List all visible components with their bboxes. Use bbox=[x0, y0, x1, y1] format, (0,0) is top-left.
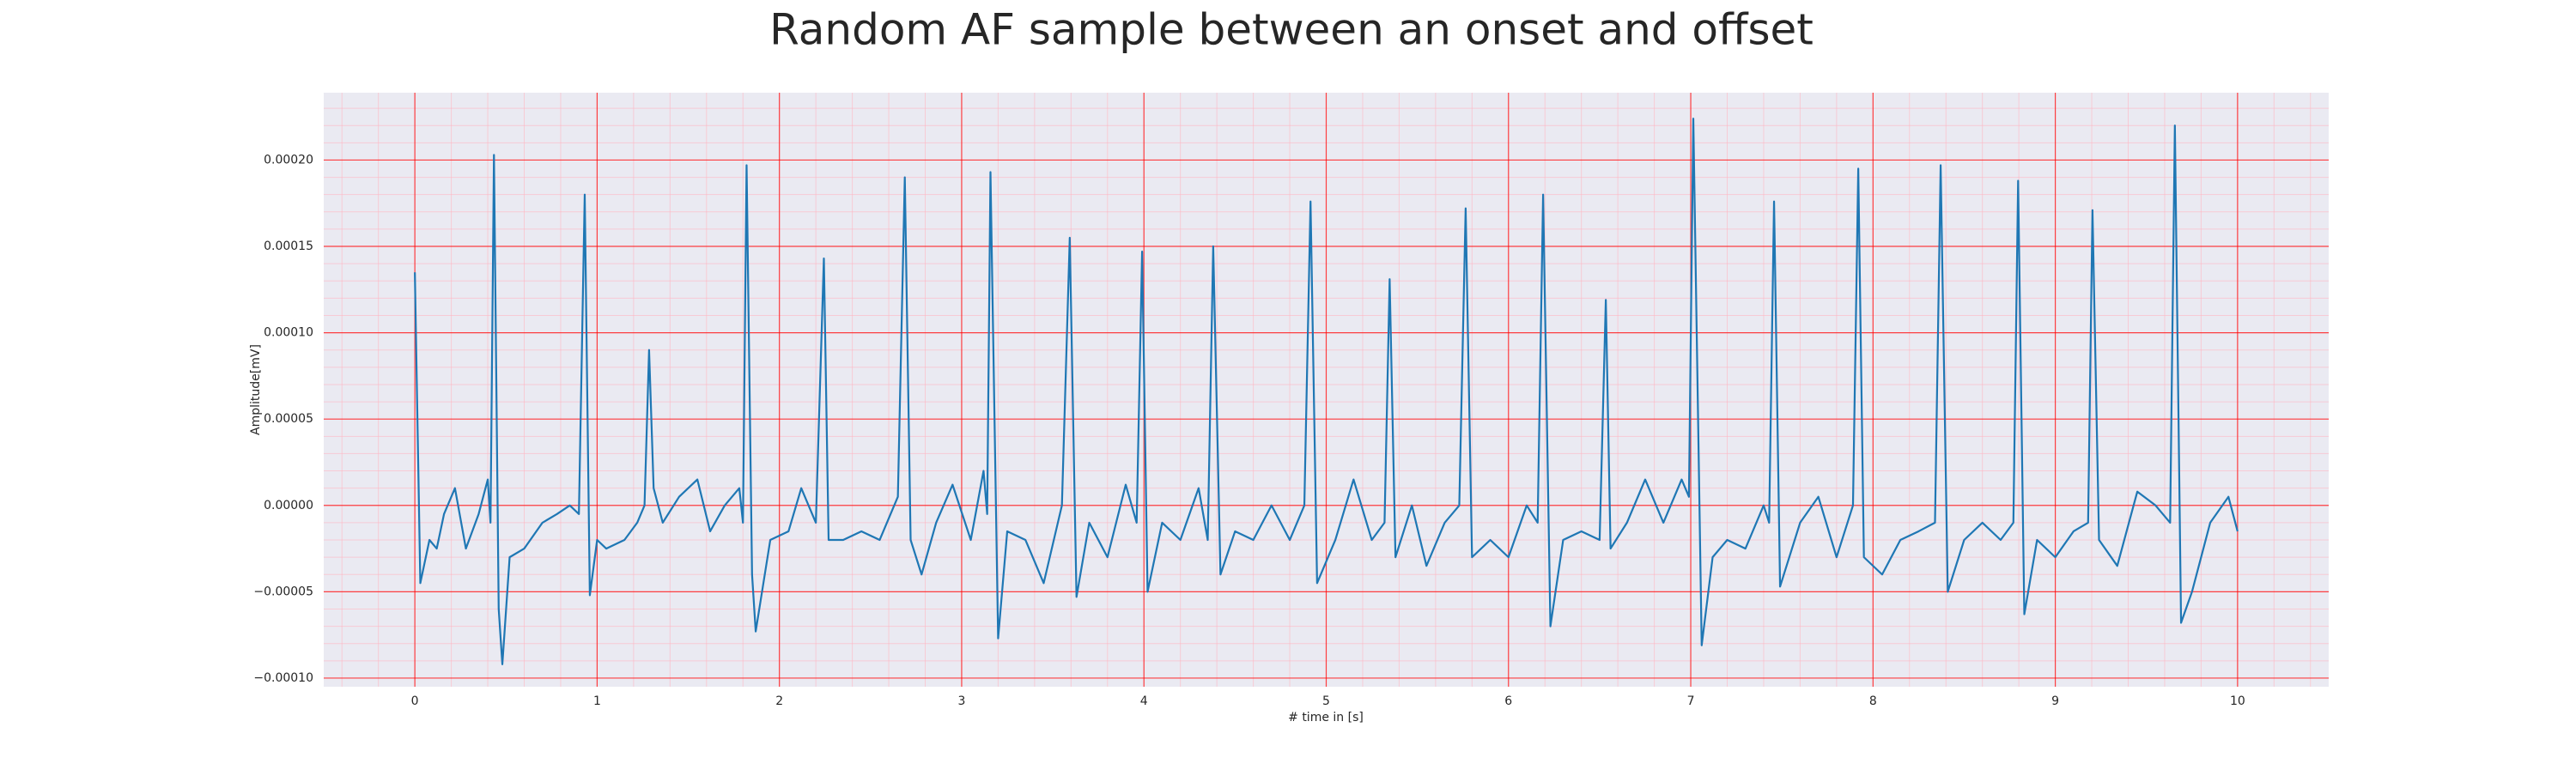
chart-title: Random AF sample between an onset and of… bbox=[769, 5, 1814, 55]
x-tick-label: 6 bbox=[1504, 694, 1512, 708]
signal-line bbox=[414, 118, 2239, 665]
x-tick-label: 5 bbox=[1322, 694, 1330, 708]
y-tick-label: 0.00005 bbox=[264, 412, 313, 426]
grid bbox=[324, 93, 2329, 687]
y-tick-label: 0.00000 bbox=[264, 499, 313, 512]
x-tick-label: 2 bbox=[775, 694, 783, 708]
x-tick-label: 1 bbox=[593, 694, 601, 708]
y-axis-label: Amplitude[mV] bbox=[249, 344, 263, 435]
y-tick-label: 0.00020 bbox=[264, 153, 313, 167]
x-tick-label: 4 bbox=[1140, 694, 1148, 708]
y-tick-label: 0.00015 bbox=[264, 239, 313, 253]
x-axis-label: # time in [s] bbox=[1288, 711, 1364, 724]
x-tick-label: 8 bbox=[1869, 694, 1877, 708]
x-tick-label: 10 bbox=[2230, 694, 2245, 708]
x-tick-label: 3 bbox=[957, 694, 965, 708]
y-tick-label: 0.00010 bbox=[264, 326, 313, 340]
x-tick-label: 9 bbox=[2051, 694, 2059, 708]
y-tick-label: −0.00010 bbox=[253, 671, 313, 685]
x-tick-label: 0 bbox=[411, 694, 419, 708]
x-tick-label: 7 bbox=[1687, 694, 1695, 708]
y-tick-label: −0.00005 bbox=[253, 585, 313, 598]
